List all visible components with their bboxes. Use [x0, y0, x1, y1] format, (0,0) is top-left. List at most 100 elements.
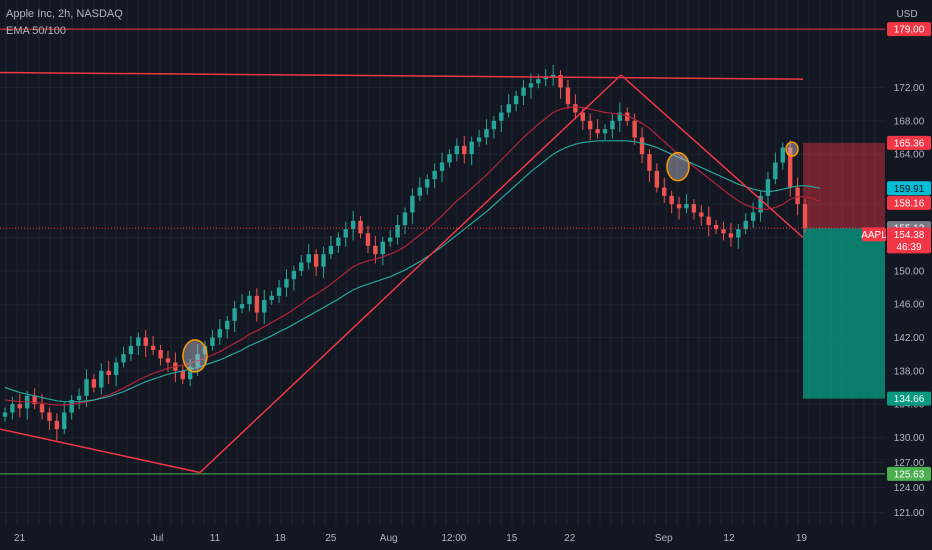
time-axis-bg[interactable]	[0, 525, 932, 550]
candle-body	[617, 112, 623, 121]
candle-body	[521, 87, 526, 96]
price-tag	[887, 466, 931, 481]
price-tick-label: 168.00	[894, 116, 925, 127]
candle-body	[558, 75, 563, 88]
candle-body	[225, 320, 230, 330]
candle-body	[380, 241, 385, 255]
candle-body	[736, 229, 741, 238]
candle-body	[106, 370, 111, 375]
horizontal-lines[interactable]	[0, 28, 885, 475]
price-tag	[887, 135, 931, 150]
candle-body	[602, 129, 608, 134]
candle-body	[62, 412, 67, 430]
candle-body	[713, 225, 719, 230]
candle-body	[476, 137, 482, 142]
candle-body	[447, 154, 452, 163]
candle-body	[691, 204, 697, 213]
chart-title[interactable]: Apple Inc, 2h, NASDAQ	[6, 8, 123, 20]
price-tag	[887, 181, 931, 196]
candle-body	[699, 212, 704, 217]
price-tick-label: 150.00	[894, 266, 925, 277]
candle-body	[506, 104, 511, 113]
candle-body	[121, 354, 126, 363]
candle-body	[328, 245, 334, 255]
time-tick-label: 22	[564, 533, 576, 544]
price-tag-label: 159.91	[894, 184, 925, 195]
candle-body	[39, 404, 45, 413]
candle-body	[284, 279, 289, 288]
candle-body	[336, 237, 341, 246]
price-tag-label: 179.00	[894, 25, 925, 36]
candle-body	[395, 225, 400, 238]
candle-body	[758, 195, 763, 213]
candle-body	[706, 216, 711, 225]
price-tick-label: 142.00	[894, 333, 925, 344]
position-zones[interactable]	[803, 142, 885, 399]
candle-body	[425, 179, 430, 188]
candle-body	[350, 220, 356, 230]
candle-body	[150, 345, 156, 350]
price-tag	[887, 227, 931, 254]
candle-body	[565, 87, 571, 105]
candle-body	[276, 287, 282, 296]
candle-body	[750, 212, 756, 221]
candle-body	[91, 379, 97, 388]
candle-body	[202, 345, 208, 355]
candle-body	[69, 400, 74, 413]
candle-body	[269, 295, 274, 300]
symbol-tag	[862, 227, 886, 242]
candle-body	[387, 237, 393, 242]
price-tick-label: 130.00	[894, 433, 925, 444]
indicator-legend[interactable]: EMA 50/100	[6, 25, 66, 37]
candle-body	[32, 395, 37, 405]
candle-body	[84, 379, 89, 396]
candle-body	[587, 120, 593, 130]
candle-body	[410, 195, 415, 213]
candle-series	[2, 65, 808, 441]
time-tick-label: 18	[275, 533, 287, 544]
price-tick-label: 164.00	[894, 150, 925, 161]
candle-body	[454, 145, 460, 155]
candle-body	[343, 229, 348, 238]
candle-body	[158, 350, 163, 359]
ellipse-markers[interactable]	[182, 141, 799, 373]
candle-body	[639, 137, 645, 155]
candle-body	[654, 170, 660, 188]
candle-body	[439, 162, 445, 171]
candle-body	[180, 370, 185, 380]
candle-body	[313, 254, 319, 267]
candle-body	[254, 295, 260, 313]
candle-body	[536, 79, 541, 84]
candle-body	[728, 233, 734, 238]
time-tick-label: Jul	[151, 533, 164, 544]
candle-body	[462, 145, 467, 155]
price-tags: 179.00165.36159.91158.16155.12154.3846:3…	[861, 22, 931, 481]
symbol-tag-label: AAPL	[861, 230, 887, 241]
price-axis-bg[interactable]	[885, 0, 932, 550]
candle-body	[262, 300, 267, 313]
ema-100-line	[4, 140, 820, 403]
candle-body	[765, 179, 771, 196]
time-tick-label: 12	[723, 533, 735, 544]
candle-body	[773, 162, 778, 180]
candle-body	[54, 420, 60, 430]
time-axis[interactable]: 21 Jul 11 18 25 Aug 12:00 15 22 Sep 12 19	[14, 533, 807, 544]
price-tag-label: 165.36	[894, 138, 925, 149]
candle-body	[128, 345, 134, 355]
candle-body	[528, 83, 534, 88]
candle-body	[321, 254, 326, 267]
price-tick-label: 124.00	[894, 483, 925, 494]
candle-body	[669, 195, 674, 205]
candle-body	[513, 95, 519, 105]
candle-body	[291, 270, 297, 280]
candle-body	[580, 112, 585, 121]
time-tick-label: 12:00	[441, 533, 466, 544]
candle-body	[802, 204, 808, 229]
trendlines[interactable]	[0, 71, 804, 474]
candle-body	[499, 112, 504, 121]
candle-body	[217, 329, 223, 338]
candle-body	[143, 337, 148, 346]
candle-body	[743, 220, 748, 230]
candle-body	[299, 262, 304, 271]
